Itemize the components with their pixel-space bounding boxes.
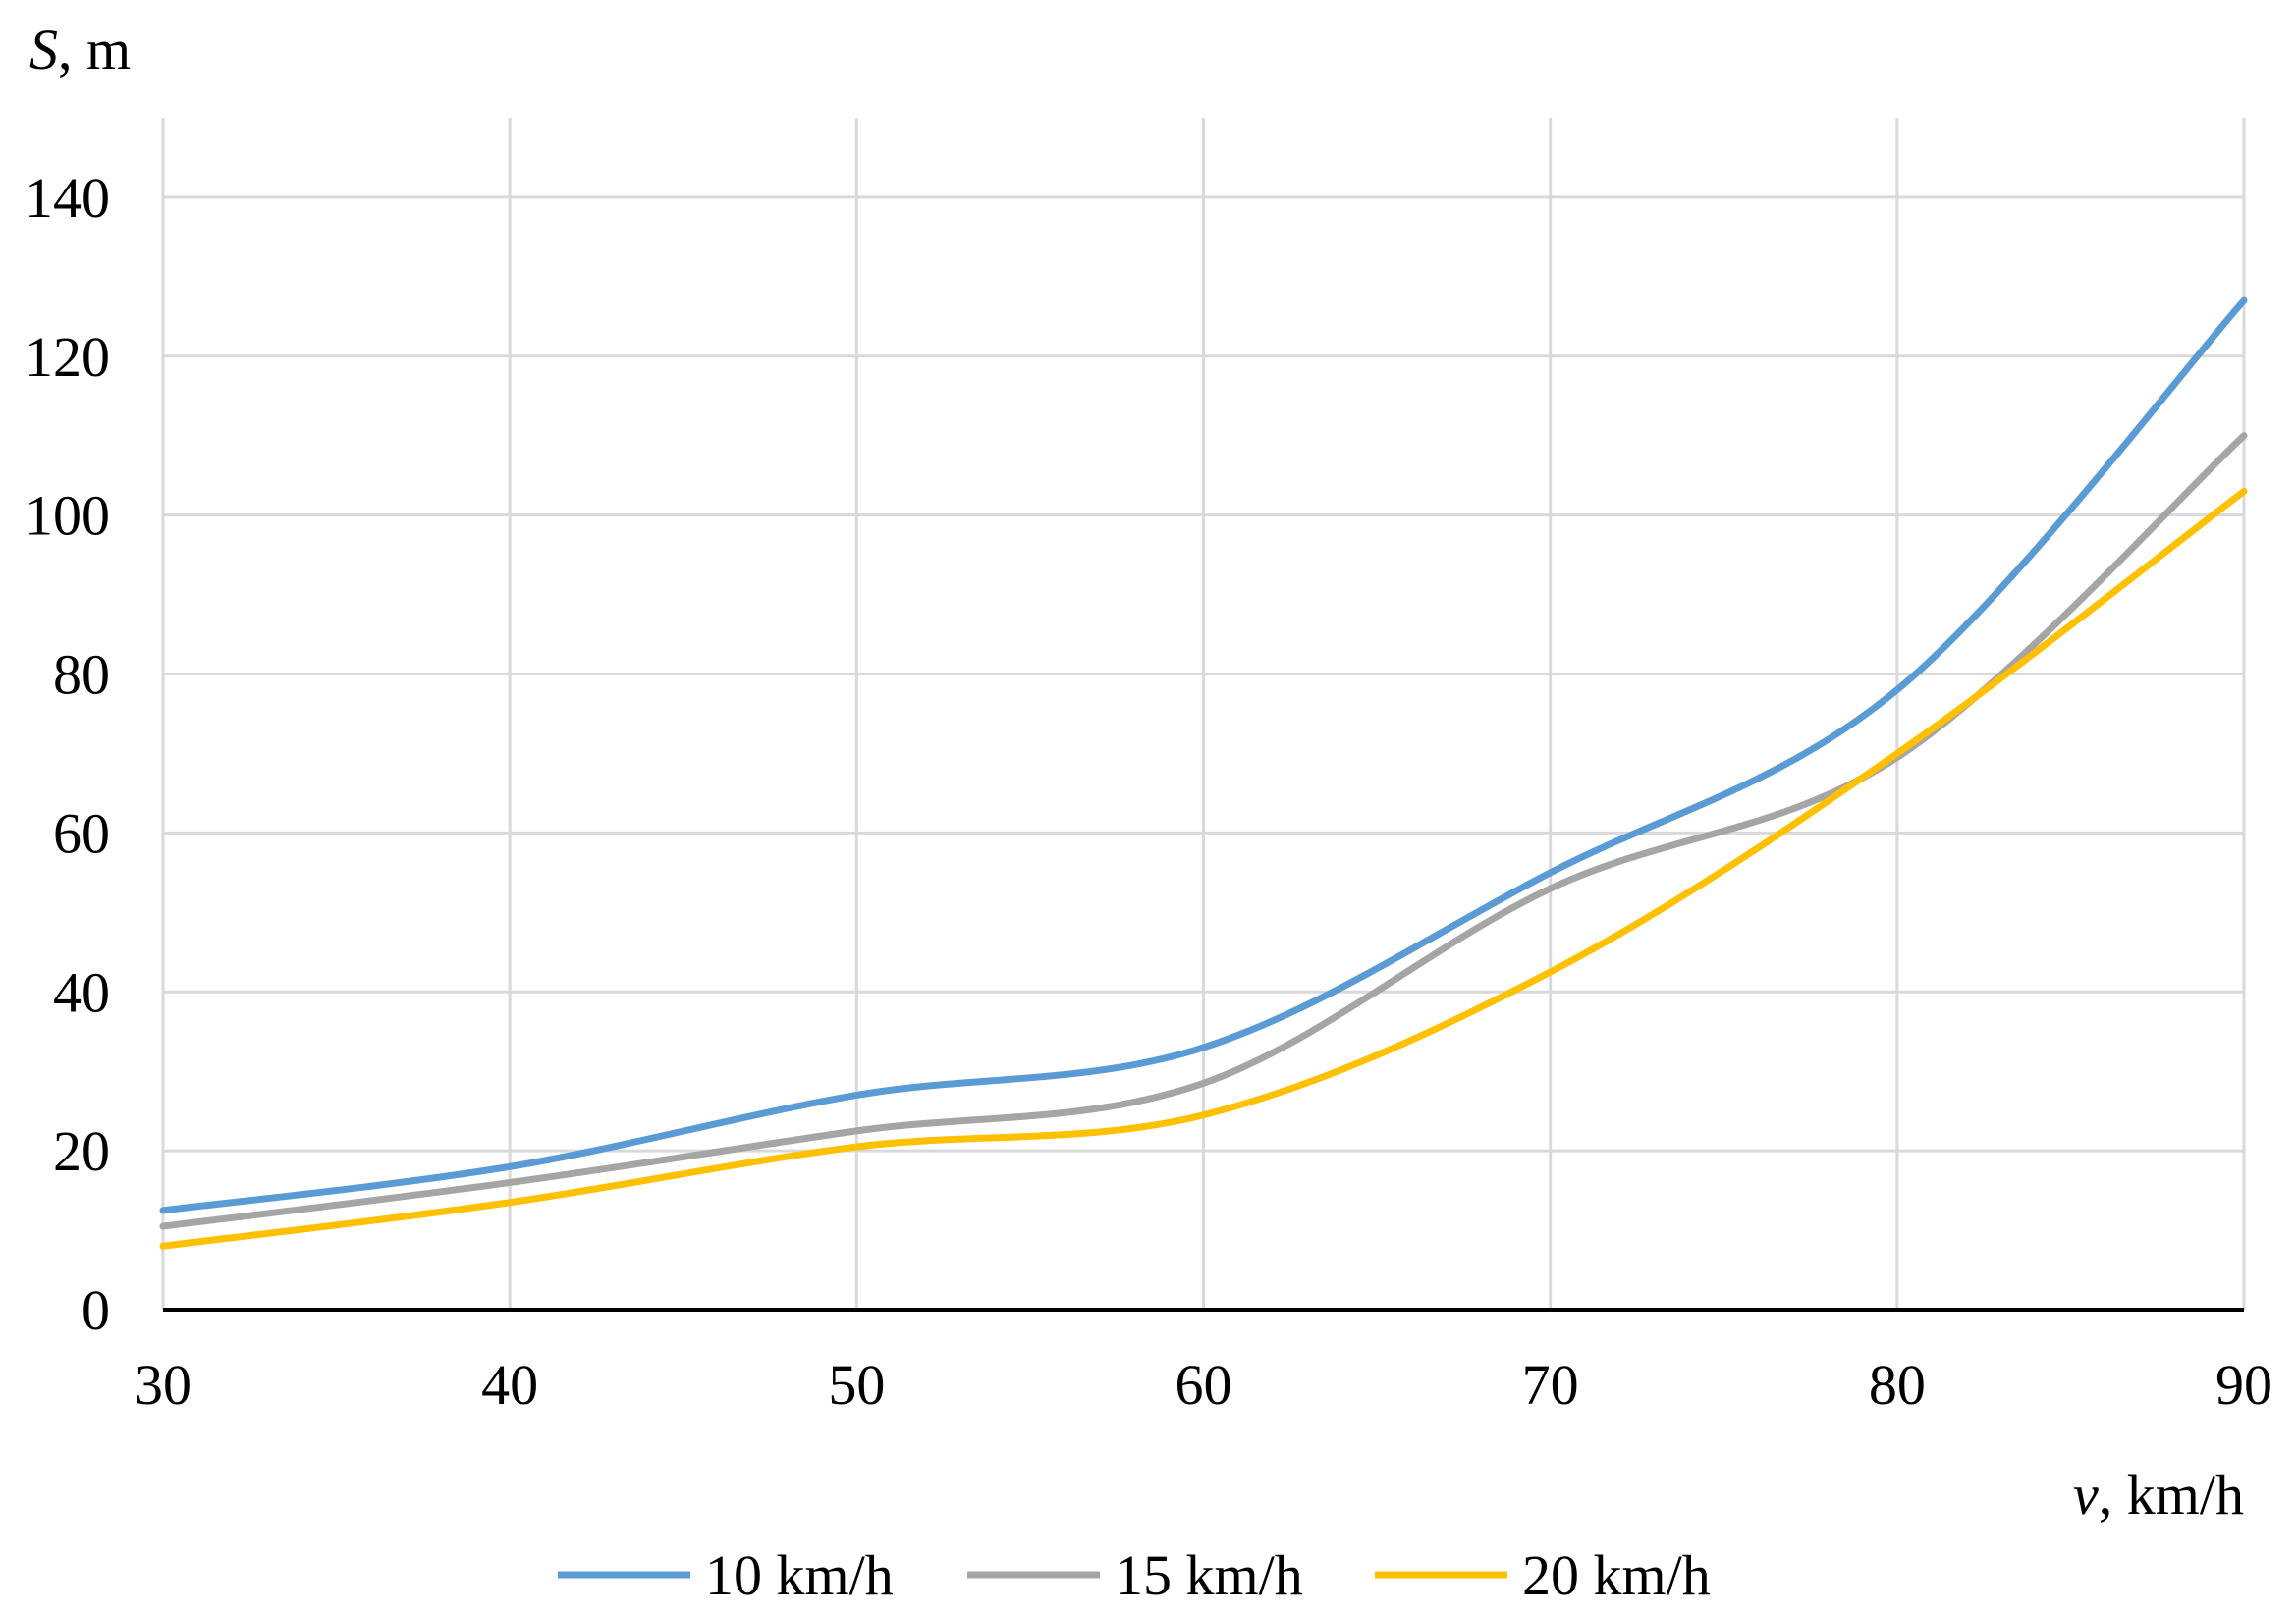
legend-label-2: 20 km/h (1522, 1543, 1711, 1607)
y-tick-label: 20 (53, 1119, 110, 1183)
series-line-2 (159, 487, 2248, 1250)
y-axis-label-unit: , m (58, 18, 131, 81)
y-tick-label: 100 (25, 484, 110, 548)
y-axis-label: S, m (29, 18, 131, 81)
y-axis-label-var: S (29, 18, 58, 81)
legend: 10 km/h 15 km/h 20 km/h (558, 1543, 1711, 1607)
legend-label-0: 10 km/h (705, 1543, 894, 1607)
tick-labels: 0 20 40 60 80 100 120 140 30 40 50 60 70 80 90 (25, 166, 2272, 1417)
legend-label-1: 15 km/h (1115, 1543, 1303, 1607)
y-tick-label: 140 (25, 166, 110, 230)
x-axis-label-var: v (2073, 1463, 2099, 1527)
grid (161, 118, 2246, 1312)
x-tick-label: 90 (2215, 1353, 2272, 1417)
x-axis-label: v, km/h (2073, 1463, 2244, 1527)
x-axis-label-unit: , km/h (2099, 1463, 2244, 1527)
y-tick-label: 60 (53, 801, 110, 865)
x-tick-label: 50 (828, 1353, 885, 1417)
x-tick-label: 60 (1175, 1353, 1232, 1417)
x-tick-label: 40 (481, 1353, 538, 1417)
series-lines (159, 296, 2248, 1250)
x-tick-label: 80 (1869, 1353, 1926, 1417)
series-line-0 (159, 296, 2248, 1214)
y-tick-label: 80 (53, 643, 110, 707)
y-tick-label: 120 (25, 325, 110, 389)
y-tick-label: 0 (82, 1278, 110, 1342)
x-tick-label: 30 (135, 1353, 191, 1417)
y-tick-label: 40 (53, 960, 110, 1024)
x-tick-label: 70 (1522, 1353, 1579, 1417)
